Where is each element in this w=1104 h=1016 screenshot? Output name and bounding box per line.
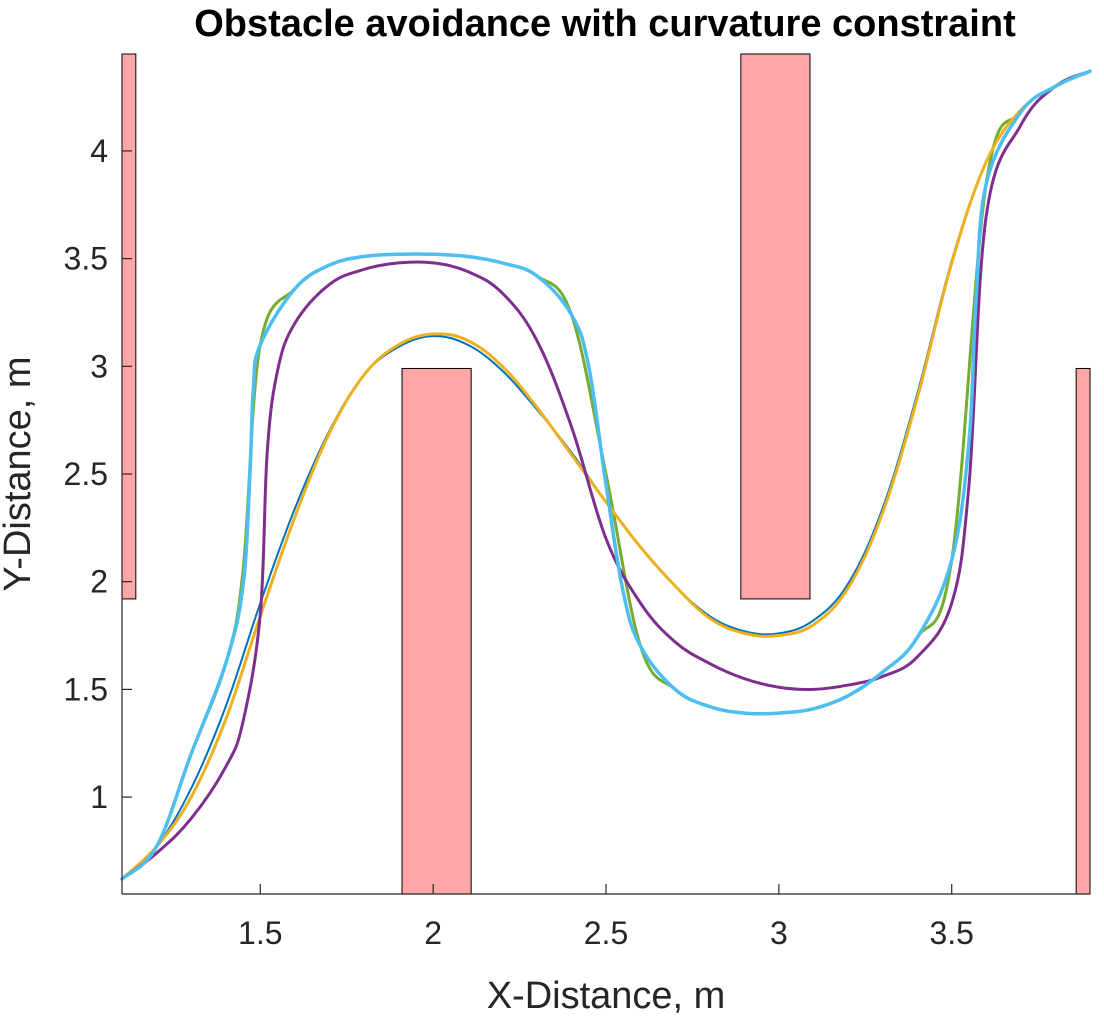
x-axis-label: X-Distance, m [487, 975, 726, 1016]
y-tick-label: 1.5 [64, 671, 108, 707]
y-tick-label: 2.5 [64, 456, 108, 492]
y-axis-label: Y-Distance, m [0, 356, 39, 591]
series-lines [120, 69, 1092, 881]
obstacle-3 [740, 53, 811, 600]
y-ticks: 1 1.5 2 2.5 3 3.5 4 [64, 133, 132, 815]
y-tick-label: 3 [90, 348, 108, 384]
y-tick-label: 3.5 [64, 241, 108, 277]
y-tick-label: 2 [90, 564, 108, 600]
y-tick-label: 1 [90, 779, 108, 815]
x-tick-label: 1.5 [238, 915, 282, 951]
x-ticks: 1.5 2 2.5 3 3.5 [238, 884, 974, 951]
x-tick-label: 3 [770, 915, 788, 951]
obstacle-4 [1075, 367, 1091, 895]
x-tick-label: 3.5 [929, 915, 973, 951]
series-line-5 [120, 69, 1092, 881]
obstacle-2 [401, 367, 472, 895]
chart-title: Obstacle avoidance with curvature constr… [194, 3, 1016, 45]
x-tick-label: 2 [424, 915, 442, 951]
series-line-3 [120, 69, 1092, 881]
obstacle-1 [121, 53, 137, 600]
obstacles [121, 53, 1091, 895]
y-tick-label: 4 [90, 133, 108, 169]
series-line-4 [120, 69, 1092, 881]
x-tick-label: 2.5 [584, 915, 628, 951]
